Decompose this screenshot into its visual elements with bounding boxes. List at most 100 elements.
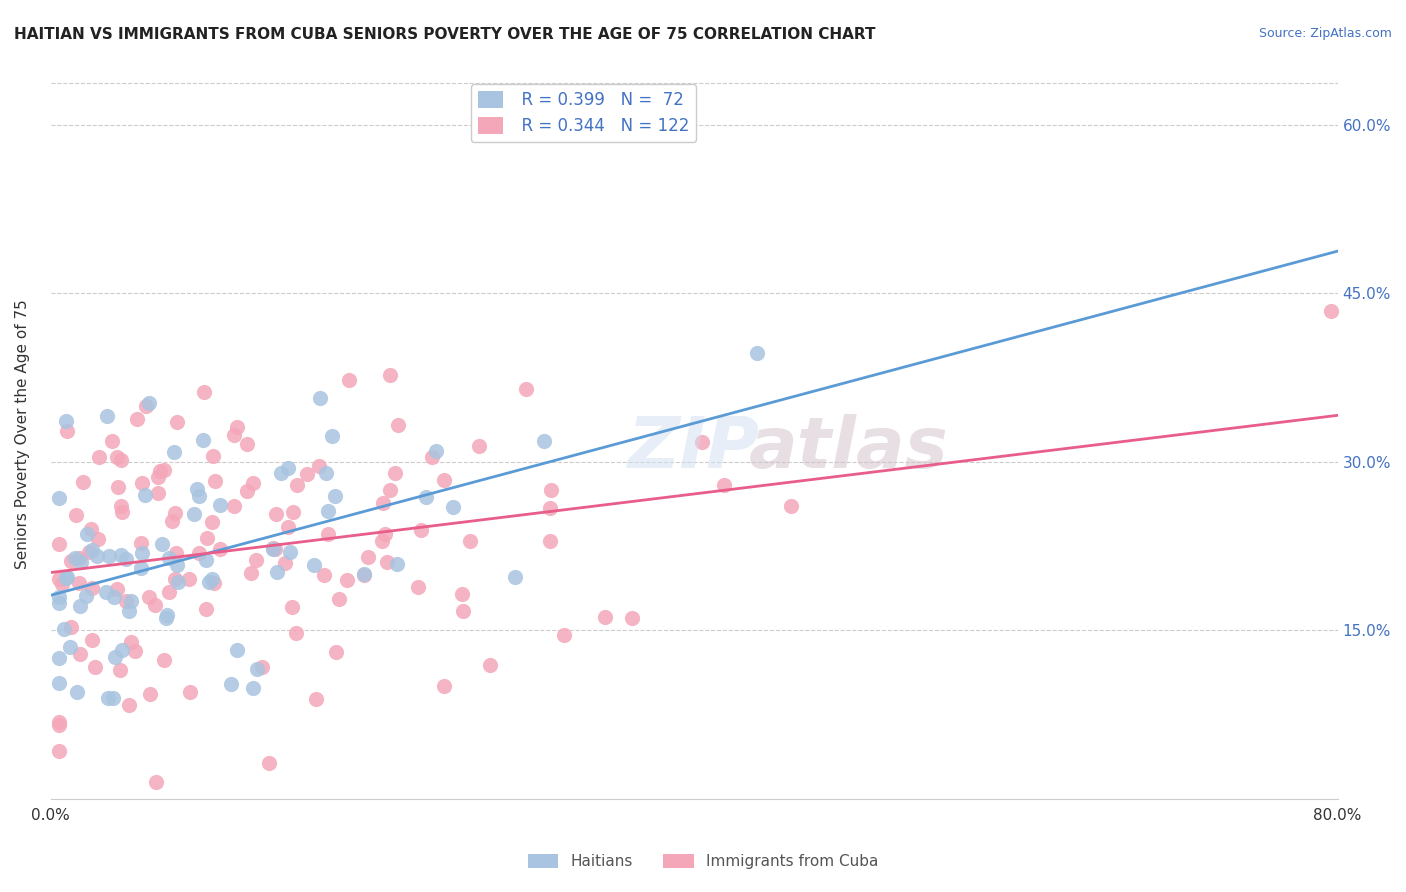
Immigrants from Cuba [371,534,394,549]
Immigrants from Cuba [72,475,94,489]
Immigrants from Cuba [48,717,70,731]
Immigrants from Cuba [157,585,180,599]
Immigrants from Cuba [48,714,70,729]
Immigrants from Cuba [284,625,307,640]
Immigrants from Cuba [384,466,406,480]
Haitians [48,491,70,505]
Haitians [159,550,181,565]
Haitians [194,553,217,567]
Immigrants from Cuba [80,581,103,595]
Haitians [270,467,292,481]
Haitians [80,542,103,557]
Immigrants from Cuba [225,419,247,434]
Text: atlas: atlas [749,414,949,483]
Immigrants from Cuba [713,478,735,492]
Immigrants from Cuba [690,435,713,450]
Haitians [111,642,134,657]
Immigrants from Cuba [433,473,456,487]
Immigrants from Cuba [353,567,375,582]
Immigrants from Cuba [264,541,287,556]
Haitians [208,498,231,512]
Immigrants from Cuba [451,587,474,601]
Haitians [48,650,70,665]
Immigrants from Cuba [281,600,304,615]
Immigrants from Cuba [308,459,330,474]
Immigrants from Cuba [277,519,299,533]
Haitians [110,548,132,562]
Immigrants from Cuba [138,687,160,701]
Haitians [48,675,70,690]
Haitians [277,461,299,475]
Haitians [186,482,208,496]
Immigrants from Cuba [780,499,803,513]
Haitians [155,607,177,622]
Immigrants from Cuba [202,450,225,464]
Immigrants from Cuba [195,601,218,615]
Immigrants from Cuba [138,590,160,604]
Haitians [315,466,337,480]
Immigrants from Cuba [179,685,201,699]
Haitians [198,574,221,589]
Haitians [187,489,209,503]
Immigrants from Cuba [433,679,456,693]
Immigrants from Cuba [145,598,167,612]
Immigrants from Cuba [146,470,169,484]
Haitians [163,444,186,458]
Text: ZIP: ZIP [628,414,761,483]
Immigrants from Cuba [110,453,132,467]
Haitians [55,569,77,583]
Immigrants from Cuba [197,531,219,545]
Immigrants from Cuba [107,479,129,493]
Haitians [86,549,108,563]
Immigrants from Cuba [101,434,124,449]
Immigrants from Cuba [538,500,561,515]
Immigrants from Cuba [80,632,103,647]
Immigrants from Cuba [262,541,284,556]
Haitians [323,490,346,504]
Haitians [96,409,118,424]
Immigrants from Cuba [202,575,225,590]
Immigrants from Cuba [538,534,561,549]
Haitians [533,434,555,448]
Immigrants from Cuba [48,572,70,586]
Immigrants from Cuba [242,475,264,490]
Immigrants from Cuba [451,604,474,618]
Haitians [415,490,437,504]
Immigrants from Cuba [69,647,91,661]
Haitians [129,561,152,575]
Immigrants from Cuba [328,592,350,607]
Haitians [55,571,77,585]
Immigrants from Cuba [621,610,644,624]
Immigrants from Cuba [193,385,215,400]
Immigrants from Cuba [124,644,146,658]
Immigrants from Cuba [283,505,305,519]
Haitians [75,589,97,603]
Immigrants from Cuba [160,514,183,528]
Immigrants from Cuba [208,541,231,556]
Haitians [242,681,264,696]
Haitians [48,596,70,610]
Immigrants from Cuba [478,658,501,673]
Haitians [316,504,339,518]
Immigrants from Cuba [224,428,246,442]
Haitians [425,443,447,458]
Immigrants from Cuba [387,418,409,433]
Immigrants from Cuba [458,533,481,548]
Haitians [166,558,188,573]
Immigrants from Cuba [373,496,395,510]
Immigrants from Cuba [77,545,100,559]
Immigrants from Cuba [108,663,131,677]
Haitians [183,507,205,521]
Haitians [131,546,153,560]
Immigrants from Cuba [236,484,259,499]
Immigrants from Cuba [135,399,157,413]
Haitians [309,391,332,405]
Haitians [97,690,120,705]
Haitians [48,591,70,605]
Immigrants from Cuba [117,698,139,712]
Immigrants from Cuba [165,572,187,586]
Immigrants from Cuba [145,774,167,789]
Haitians [302,558,325,572]
Immigrants from Cuba [51,577,73,591]
Haitians [747,346,769,360]
